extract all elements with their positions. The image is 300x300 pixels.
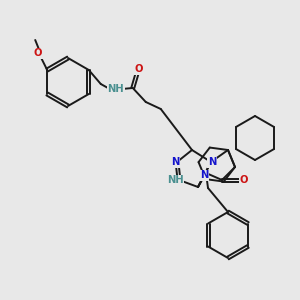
Text: O: O [240, 175, 248, 185]
Text: N: N [208, 157, 216, 167]
Text: O: O [34, 48, 43, 58]
Text: NH: NH [107, 84, 124, 94]
Text: N: N [171, 157, 179, 167]
Text: NH: NH [167, 175, 183, 185]
Text: N: N [200, 170, 208, 180]
Text: N: N [208, 157, 216, 167]
Text: O: O [134, 64, 143, 74]
